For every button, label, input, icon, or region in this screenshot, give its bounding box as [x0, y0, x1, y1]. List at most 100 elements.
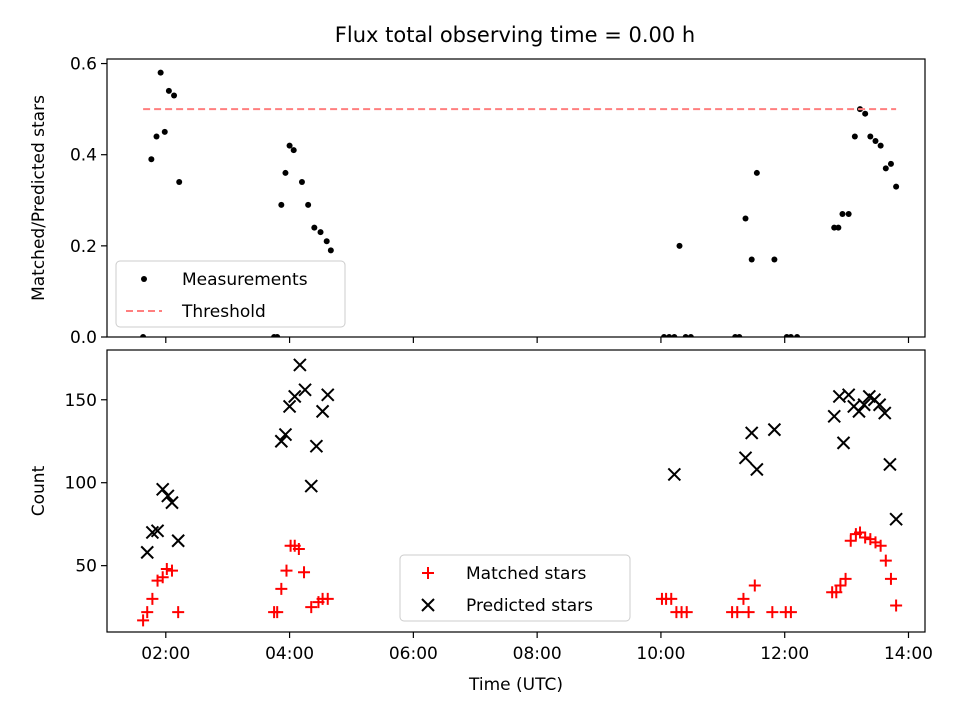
matched-star-point [844, 534, 857, 547]
predicted-star-point [298, 383, 312, 397]
x-axis-label: Time (UTC) [468, 675, 563, 695]
matched-star-point [141, 606, 154, 619]
matched-star-point [665, 592, 678, 605]
matched-star-point [165, 564, 178, 577]
matched-star-point [156, 571, 169, 584]
predicted-star-point [282, 399, 297, 414]
measurement-point [893, 183, 900, 190]
measurement-point [872, 138, 879, 145]
y-axis-label: Matched/Predicted stars [29, 95, 49, 301]
measurement-point [835, 224, 842, 231]
y-tick-label: 150 [65, 391, 97, 411]
y-axis-label: Count [29, 465, 49, 516]
x-tick-label: 10:00 [636, 644, 685, 664]
measurement-point [676, 242, 683, 249]
legend-label: Threshold [181, 302, 266, 322]
predicted-star-point [841, 388, 856, 402]
axes-frame [106, 58, 926, 338]
predicted-star-point [171, 534, 185, 548]
measurement-point [165, 87, 172, 94]
measurement-point [748, 256, 755, 263]
measurement-point [862, 110, 869, 117]
measurement-point [148, 156, 155, 163]
matched-star-point [884, 572, 897, 585]
predicted-star-point [140, 545, 154, 560]
matched-star-point [879, 554, 892, 567]
x-tick-label: 02:00 [141, 644, 190, 664]
predicted-star-point [321, 388, 335, 402]
matched-star-point [839, 572, 852, 585]
measurement-point [867, 133, 874, 140]
measurement-point [327, 247, 334, 254]
measurement-point [877, 142, 884, 149]
measurement-point [736, 334, 743, 337]
measurement-point [161, 128, 168, 135]
predicted-star-point [738, 451, 753, 465]
predicted-star-point [857, 398, 871, 412]
measurement-point [831, 224, 838, 231]
measurement-point [298, 179, 305, 186]
legend: Matched stars Predicted stars [399, 554, 631, 622]
matched-star-point [766, 606, 779, 619]
legend-label: Measurements [182, 270, 308, 290]
measurement-point [274, 334, 281, 337]
matched-star-point [298, 566, 311, 579]
bottom-axes-count: 50 100 150 02:00 04:00 06:00 08:00 10:00 12:00 14… [29, 349, 933, 695]
x-tick-label: 08:00 [513, 644, 562, 664]
measurement-point [887, 160, 894, 167]
legend-box [399, 554, 631, 622]
legend-box [115, 260, 346, 328]
matched-star-point [731, 606, 744, 619]
matched-star-point [834, 579, 847, 592]
measurement-point [140, 334, 147, 337]
legend-label: Predicted stars [466, 596, 593, 616]
measurement-point [753, 169, 760, 176]
measurement-point [687, 334, 694, 337]
x-tick-label: 14:00 [884, 644, 933, 664]
matched-star-point [680, 606, 693, 619]
measurement-point [787, 334, 794, 337]
measurement-point [682, 334, 689, 337]
predicted-star-point [878, 406, 892, 420]
measurement-point [157, 69, 164, 76]
matched-star-point [748, 579, 761, 592]
measurement-point [317, 229, 324, 236]
y-tick-label: 0.4 [70, 146, 97, 166]
y-tick-label: 0.2 [70, 237, 97, 257]
predicted-star-point [883, 457, 897, 472]
predicted-star-point [315, 404, 330, 419]
matched-star-point [859, 531, 872, 544]
axes-frame [106, 349, 926, 633]
top-axes-ratio: 0.0 0.2 0.4 0.6 Matched/Predicted stars Measu… [29, 55, 926, 348]
measurement-point [671, 334, 678, 337]
predicted-star-point [836, 436, 851, 450]
measurement-point [882, 165, 889, 172]
measurement-point [851, 133, 858, 140]
measurement-point [153, 133, 160, 140]
y-tick-label: 0.0 [70, 328, 97, 348]
predicted-star-point [165, 495, 179, 510]
matched-star-point [137, 614, 150, 627]
predicted-star-point [304, 479, 318, 493]
predicted-star-point [827, 409, 841, 424]
measurement-point [666, 334, 673, 337]
predicted-star-point [750, 462, 764, 477]
legend-marker [141, 276, 147, 282]
legend-marker [422, 567, 434, 579]
predicted-star-point [852, 404, 866, 419]
matched-star-point [172, 606, 185, 619]
matched-star-point [292, 543, 305, 556]
predicted-star-point [161, 489, 175, 503]
predicted-star-point [293, 358, 307, 372]
measurement-point [305, 201, 312, 208]
predicted-star-point [309, 439, 324, 453]
y-tick-label: 100 [65, 474, 97, 494]
predicted-star-point [667, 467, 682, 482]
matched-star-point [280, 564, 293, 577]
matched-star-point [271, 606, 284, 619]
predicted-star-point [767, 422, 782, 437]
matched-star-point [321, 592, 334, 605]
measurement-point [742, 215, 749, 222]
measurement-point [278, 201, 285, 208]
